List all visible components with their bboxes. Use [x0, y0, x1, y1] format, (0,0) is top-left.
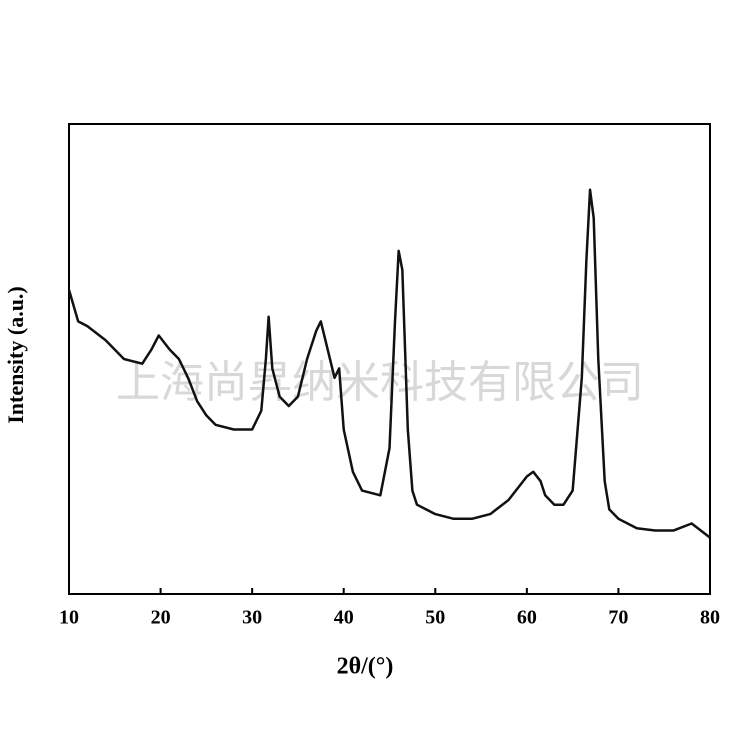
x-axis-label: 2θ/(°) [337, 654, 394, 680]
x-tick-label: 50 [425, 607, 445, 629]
y-axis-label: Intensity (a.u.) [3, 286, 28, 424]
x-tick-label: 60 [517, 607, 537, 629]
x-tick-label: 10 [59, 607, 79, 629]
x-tick-label: 20 [151, 607, 171, 629]
x-tick-label: 40 [334, 607, 354, 629]
x-tick-label: 30 [242, 607, 262, 629]
plot-frame [68, 123, 711, 595]
x-tick-label: 80 [700, 607, 720, 629]
watermark: 上海尚昇纳米科技有限公司 [116, 357, 644, 408]
data-line [67, 188, 711, 539]
x-tick-label: 70 [608, 607, 628, 629]
